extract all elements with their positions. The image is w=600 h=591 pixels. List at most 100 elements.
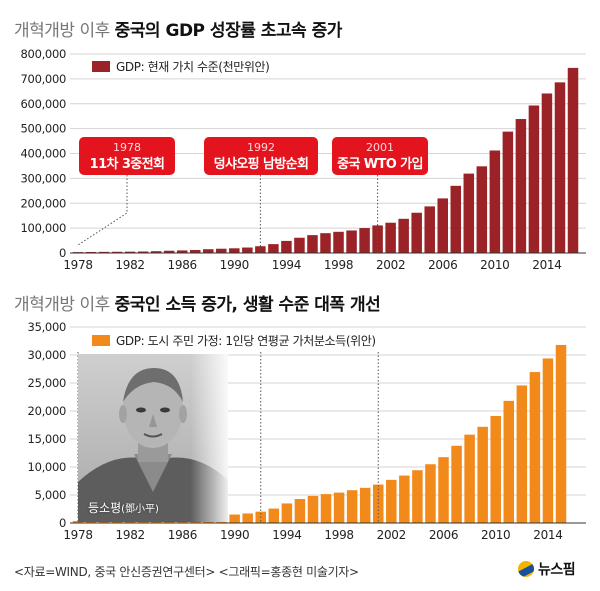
newspim-brand: 뉴스핌 xyxy=(538,562,576,578)
bar-2006 xyxy=(438,457,449,523)
bar-2011 xyxy=(503,400,515,523)
deng-xiaoping-photo: 등소평(鄧小平) xyxy=(78,354,228,522)
bar-1985 xyxy=(163,250,175,253)
chart2-title: 개혁개방 이후 중국인 소득 증가, 생활 수준 대폭 개선 xyxy=(14,290,381,315)
bar-2009 xyxy=(476,166,488,253)
bar-1981 xyxy=(111,251,123,253)
x-tick-label: 1982 xyxy=(116,528,145,542)
bar-1987 xyxy=(189,249,201,253)
x-tick-label: 1994 xyxy=(272,258,301,272)
bar-1993 xyxy=(268,508,280,523)
legend-label: GDP: 현재 가치 수준(천만위안) xyxy=(116,59,269,74)
x-tick-label: 1998 xyxy=(324,528,353,542)
bar-2004 xyxy=(412,470,423,523)
photo-caption-name: 등소평 xyxy=(88,501,122,515)
x-tick-label: 1978 xyxy=(63,258,92,272)
y-tick-label: 10,000 xyxy=(28,460,66,474)
bar-1999 xyxy=(346,490,358,523)
source-credit: <자료=WIND, 중국 안신증권연구센터> <그래픽=홍종현 미술기자> xyxy=(14,565,359,579)
bar-1994 xyxy=(281,240,292,253)
y-tick-label: 600,000 xyxy=(21,97,66,111)
bar-1979 xyxy=(85,251,97,253)
callout-label-1978: 11차 3중전회 xyxy=(90,156,165,172)
newspim-logo: 뉴스핌 xyxy=(518,559,576,579)
y-tick-label: 35,000 xyxy=(28,320,66,334)
x-tick-label: 2006 xyxy=(428,258,457,272)
newspim-logo-icon xyxy=(518,561,534,577)
bar-2008 xyxy=(463,173,475,253)
x-tick-label: 1990 xyxy=(220,528,249,542)
y-tick-label: 200,000 xyxy=(21,196,66,210)
legend-label: GDP: 도시 주민 가정: 1인당 연평균 가처분소득(위안) xyxy=(116,334,376,348)
photo-caption-hanja: (鄧小平) xyxy=(121,504,159,515)
bar-2015 xyxy=(554,82,566,253)
bar-1997 xyxy=(320,494,332,523)
bar-2002 xyxy=(386,479,397,523)
bar-2008 xyxy=(464,434,475,523)
bar-1996 xyxy=(307,495,319,523)
bar-1998 xyxy=(333,492,345,523)
x-tick-label: 1978 xyxy=(63,528,92,542)
x-tick-label: 1986 xyxy=(168,258,197,272)
y-tick-label: 300,000 xyxy=(21,171,66,185)
x-tick-label: 2010 xyxy=(480,258,509,272)
bar-2006 xyxy=(437,198,448,253)
callout-box-1978 xyxy=(79,137,175,175)
bar-1991 xyxy=(242,247,253,253)
bar-1994 xyxy=(281,503,293,523)
bar-2012 xyxy=(516,385,528,523)
callout-year-1992: 1992 xyxy=(247,141,275,154)
bar-1991 xyxy=(242,513,253,523)
x-tick-label: 2010 xyxy=(481,528,510,542)
photo-caption: 등소평(鄧小平) xyxy=(88,499,159,516)
bar-1996 xyxy=(307,235,318,253)
callout-year-2001: 2001 xyxy=(366,141,394,154)
bar-1983 xyxy=(137,251,149,253)
callout-box-2001 xyxy=(332,137,428,175)
x-tick-label: 1982 xyxy=(115,258,144,272)
callout-box-1992 xyxy=(204,137,318,175)
bar-2015 xyxy=(555,344,567,523)
bar-1990 xyxy=(229,248,240,253)
bar-2007 xyxy=(450,185,462,253)
x-tick-label: 2002 xyxy=(377,528,406,542)
bar-2014 xyxy=(542,358,554,523)
y-tick-label: 15,000 xyxy=(28,432,66,446)
x-tick-label: 1994 xyxy=(272,528,301,542)
y-tick-label: 30,000 xyxy=(28,348,66,362)
bar-2002 xyxy=(385,222,396,253)
bar-2011 xyxy=(502,131,514,253)
bar-2010 xyxy=(489,150,501,253)
bar-2012 xyxy=(515,119,527,253)
bar-1995 xyxy=(294,499,306,523)
bar-1986 xyxy=(176,250,188,253)
bar-1982 xyxy=(124,251,136,253)
callout-label-2001: 중국 WTO 가입 xyxy=(337,157,423,172)
bar-1988 xyxy=(203,249,214,253)
legend-swatch xyxy=(92,335,110,346)
bar-2005 xyxy=(425,464,436,523)
leader-line-1978 xyxy=(77,175,128,246)
bar-1980 xyxy=(98,251,110,253)
y-tick-label: 800,000 xyxy=(21,47,66,61)
y-tick-label: 400,000 xyxy=(21,147,66,161)
bar-2016 xyxy=(567,67,579,253)
chart2-title-prefix: 개혁개방 이후 xyxy=(14,295,110,315)
bar-2013 xyxy=(528,105,540,253)
legend-swatch xyxy=(92,61,110,72)
bar-1993 xyxy=(268,244,279,253)
callout-year-1978: 1978 xyxy=(113,141,141,154)
bar-1998 xyxy=(333,231,344,253)
x-tick-label: 1998 xyxy=(324,258,353,272)
bar-2010 xyxy=(490,415,501,523)
bar-1990 xyxy=(229,514,240,523)
chart1-title-prefix: 개혁개방 이후 xyxy=(14,21,110,41)
chart2-title-main: 중국인 소득 증가, 생활 수준 대폭 개선 xyxy=(114,295,381,315)
callout-label-1992: 덩샤오핑 남방순회 xyxy=(214,156,309,172)
bar-1997 xyxy=(320,233,331,253)
x-tick-label: 2006 xyxy=(429,528,458,542)
x-tick-label: 1990 xyxy=(220,258,249,272)
x-tick-label: 2014 xyxy=(533,528,562,542)
